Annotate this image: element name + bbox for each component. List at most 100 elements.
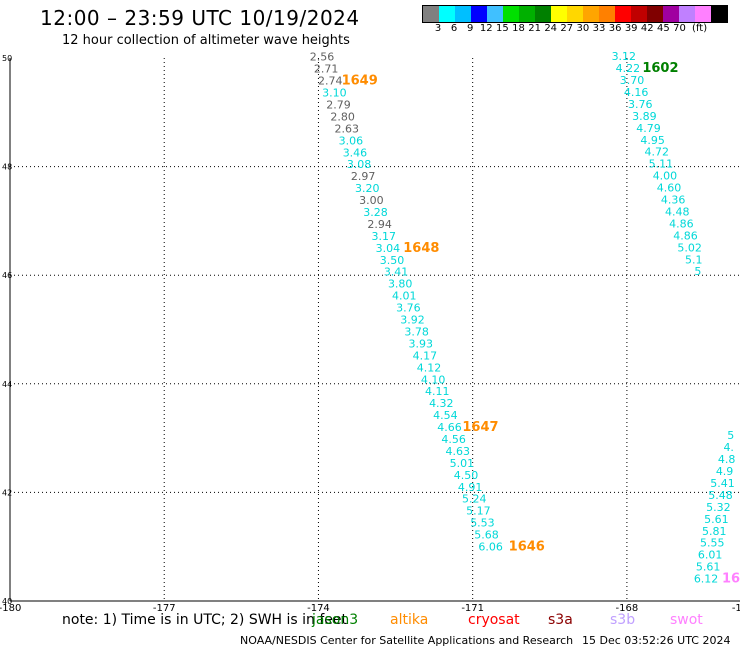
swh-value-label: 4.72 <box>644 146 669 159</box>
swh-value-label: 3.80 <box>388 278 413 291</box>
y-tick-label: 46 <box>2 271 12 280</box>
satellite-legend-altika: altika <box>390 612 429 628</box>
swh-value-label: 2.97 <box>351 170 376 183</box>
swh-value-label: 3.41 <box>384 266 409 279</box>
footer-note: note: 1) Time is in UTC; 2) SWH is in fe… <box>62 612 348 628</box>
x-tick-label: -177 <box>153 603 176 614</box>
legend-swatch <box>599 6 615 22</box>
legend-tick-label: 42 <box>640 23 654 34</box>
swh-value-label: 2.94 <box>367 218 392 231</box>
time-marker-label: 1649 <box>342 74 378 89</box>
time-marker-label: 16 <box>722 572 740 587</box>
swh-value-label: 3.46 <box>343 146 368 159</box>
legend-swatches <box>422 5 728 23</box>
swh-value-label: 4.86 <box>673 229 698 242</box>
swh-value-label: 3.08 <box>347 158 372 171</box>
legend-swatch <box>439 6 455 22</box>
swh-value-label: 4.95 <box>640 134 665 147</box>
x-tick-label: -168 <box>616 603 639 614</box>
swh-value-label: 4. <box>723 441 734 454</box>
satellite-legend-swot: swot <box>670 612 703 628</box>
swh-value-label: 4.9 <box>716 465 734 478</box>
swh-value-label: 5.41 <box>710 477 735 490</box>
swh-value-label: 4.48 <box>665 205 690 218</box>
swh-value-label: 5.32 <box>706 501 731 514</box>
swh-value-label: 5.1 <box>685 253 703 266</box>
swh-value-label: 5 <box>694 265 701 278</box>
satellite-legend-s3a: s3a <box>548 612 573 628</box>
swh-value-label: 3.93 <box>409 337 434 350</box>
legend-swatch <box>583 6 599 22</box>
swh-value-label: 3.70 <box>620 74 645 87</box>
swh-value-label: 4.79 <box>636 122 661 135</box>
legend-swatch <box>487 6 503 22</box>
swh-value-label: 3.20 <box>355 182 380 195</box>
legend-swatch <box>679 6 695 22</box>
swh-value-label: 3.12 <box>612 50 637 63</box>
swh-value-label: 3.00 <box>359 194 384 207</box>
swh-value-label: 4.66 <box>437 421 462 434</box>
legend-swatch <box>471 6 487 22</box>
legend-swatch <box>663 6 679 22</box>
swh-value-label: 4.86 <box>669 217 694 230</box>
swh-value-label: 3.76 <box>628 98 653 111</box>
swh-value-label: 4.16 <box>624 86 649 99</box>
swh-value-label: 5.61 <box>704 513 729 526</box>
legend-swatch <box>647 6 663 22</box>
swh-value-label: 4.8 <box>718 453 736 466</box>
swh-value-label: 3.10 <box>322 87 347 100</box>
swh-value-label: 5.48 <box>708 489 733 502</box>
legend-swatch <box>711 6 727 22</box>
swh-value-label: 5.24 <box>462 493 487 506</box>
swh-value-label: 4.22 <box>616 62 641 75</box>
swh-value-label: 5.02 <box>677 241 702 254</box>
swh-value-label: 4.91 <box>458 481 483 494</box>
swh-value-label: 3.17 <box>371 230 396 243</box>
time-marker-label: 1648 <box>403 241 439 256</box>
legend-tick-label: 12 <box>479 23 493 34</box>
swh-value-label: 5.11 <box>649 158 674 171</box>
swh-value-label: 2.56 <box>310 51 335 64</box>
legend-tick-label: 27 <box>560 23 574 34</box>
page-subtitle: 12 hour collection of altimeter wave hei… <box>62 33 350 48</box>
legend-tick-label: 30 <box>576 23 590 34</box>
x-tick-label: -174 <box>307 603 330 614</box>
swh-value-label: 6.01 <box>698 549 723 562</box>
legend-tick-label: 9 <box>467 23 474 34</box>
swh-value-label: 5.81 <box>702 525 727 538</box>
swh-value-label: 3.89 <box>632 110 657 123</box>
swh-value-label: 4.10 <box>421 373 446 386</box>
legend-swatch <box>535 6 551 22</box>
swh-value-label: 4.60 <box>657 182 682 195</box>
swh-value-label: 3.78 <box>404 325 429 338</box>
swh-value-label: 5 <box>727 429 734 442</box>
footer-credit: NOAA/NESDIS Center for Satellite Applica… <box>240 634 574 647</box>
swh-value-label: 5.53 <box>470 517 495 530</box>
x-tick-label: -171 <box>461 603 484 614</box>
swh-value-label: 2.80 <box>330 110 355 123</box>
swh-value-label: 2.79 <box>326 98 351 111</box>
legend-tick-label: 3 <box>434 23 442 34</box>
color-legend: 3 6 9 12 15 18 21 24 27 30 33 36 39 42 45 70 (ft) <box>422 5 728 37</box>
y-tick-label: 44 <box>2 380 12 389</box>
swh-value-label: 4.17 <box>413 349 438 362</box>
swh-value-label: 4.63 <box>446 445 471 458</box>
legend-tick-label: 15 <box>496 23 509 34</box>
legend-swatch <box>567 6 583 22</box>
swh-value-label: 2.71 <box>314 63 339 76</box>
swh-value-label: 4.50 <box>454 469 479 482</box>
swh-value-label: 4.01 <box>392 290 417 303</box>
legend-swatch <box>519 6 535 22</box>
swh-value-label: 5.55 <box>700 537 725 550</box>
swh-value-label: 4.11 <box>425 385 450 398</box>
y-tick-label: 48 <box>2 163 12 172</box>
y-tick-label: 40 <box>2 597 12 606</box>
swh-value-label: 3.06 <box>339 134 364 147</box>
swh-value-label: 5.17 <box>466 505 491 518</box>
legend-swatch <box>615 6 631 22</box>
legend-swatch <box>423 6 439 22</box>
legend-tick-label: 45 <box>657 23 670 34</box>
swh-value-label: 3.76 <box>396 302 421 315</box>
legend-tick-label: 24 <box>544 23 558 34</box>
